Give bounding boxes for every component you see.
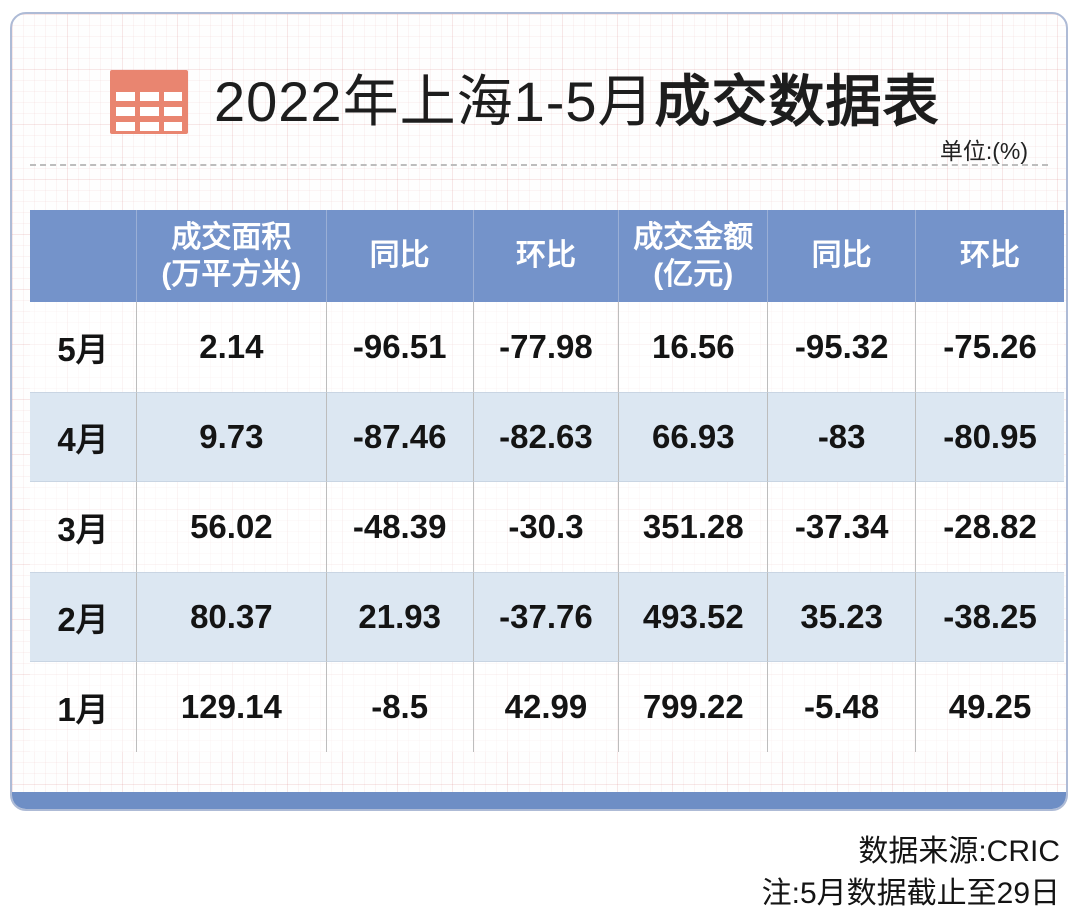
row-apr-month: 4月: [30, 392, 138, 482]
accent-bottom-bar: [12, 792, 1066, 809]
row-feb-area: 80.37: [137, 572, 327, 662]
row-apr-amount: 66.93: [619, 392, 769, 482]
col-header-amount: 成交金额 (亿元): [619, 210, 769, 302]
row-jan-amount-mom: 49.25: [916, 662, 1064, 752]
row-mar-amount-mom: -28.82: [916, 482, 1064, 572]
dashed-divider: [30, 164, 1048, 166]
footnote-label: 注:5月数据截止至29日: [761, 877, 1060, 910]
col-header-month: [30, 210, 138, 302]
row-mar-area: 56.02: [137, 482, 327, 572]
row-apr-area: 9.73: [137, 392, 327, 482]
row-may-amount: 16.56: [619, 302, 769, 392]
row-jan-area-mom: 42.99: [473, 662, 620, 752]
row-jan-amount: 799.22: [619, 662, 769, 752]
row-feb-area-mom: -37.76: [473, 572, 620, 662]
row-apr-area-mom: -82.63: [473, 392, 620, 482]
row-may-area-yoy: -96.51: [326, 302, 474, 392]
row-jan-area: 129.14: [137, 662, 327, 752]
col-header-area-mom: 环比: [473, 210, 620, 302]
table-grid-icon: [110, 70, 188, 134]
data-source-label: 数据来源:CRIC: [858, 835, 1060, 868]
page-title-bold: 成交数据表: [654, 70, 940, 134]
row-jan-amount-yoy: -5.48: [768, 662, 917, 752]
row-feb-area-yoy: 21.93: [326, 572, 474, 662]
row-may-month: 5月: [30, 302, 138, 392]
page-title: 2022年上海1-5月成交数据表: [214, 71, 940, 133]
row-may-amount-mom: -75.26: [916, 302, 1064, 392]
row-feb-amount-mom: -38.25: [916, 572, 1064, 662]
row-may-area: 2.14: [137, 302, 327, 392]
row-feb-month: 2月: [30, 572, 138, 662]
row-apr-amount-mom: -80.95: [916, 392, 1064, 482]
col-header-area: 成交面积 (万平方米): [137, 210, 327, 302]
row-feb-amount: 493.52: [619, 572, 769, 662]
col-header-amount-yoy: 同比: [768, 210, 917, 302]
transaction-data-table: 成交面积 (万平方米) 同比 环比 成交金额 (亿元) 同比 环比 5月 2.1…: [30, 210, 1064, 752]
row-may-amount-yoy: -95.32: [768, 302, 917, 392]
row-apr-area-yoy: -87.46: [326, 392, 474, 482]
row-mar-amount-yoy: -37.34: [768, 482, 917, 572]
col-header-area-yoy: 同比: [326, 210, 474, 302]
row-apr-amount-yoy: -83: [768, 392, 917, 482]
row-mar-area-yoy: -48.39: [326, 482, 474, 572]
row-mar-area-mom: -30.3: [473, 482, 620, 572]
col-header-amount-mom: 环比: [916, 210, 1064, 302]
unit-label: 单位:(%): [939, 138, 1028, 164]
row-mar-month: 3月: [30, 482, 138, 572]
data-card: 2022年上海1-5月成交数据表 单位:(%) 成交面积 (万平方米) 同比 环…: [10, 12, 1068, 811]
row-may-area-mom: -77.98: [473, 302, 620, 392]
row-jan-area-yoy: -8.5: [326, 662, 474, 752]
row-feb-amount-yoy: 35.23: [768, 572, 917, 662]
row-jan-month: 1月: [30, 662, 138, 752]
row-mar-amount: 351.28: [619, 482, 769, 572]
title-row: 2022年上海1-5月成交数据表: [110, 70, 940, 134]
page-title-regular: 2022年上海1-5月: [214, 70, 655, 134]
